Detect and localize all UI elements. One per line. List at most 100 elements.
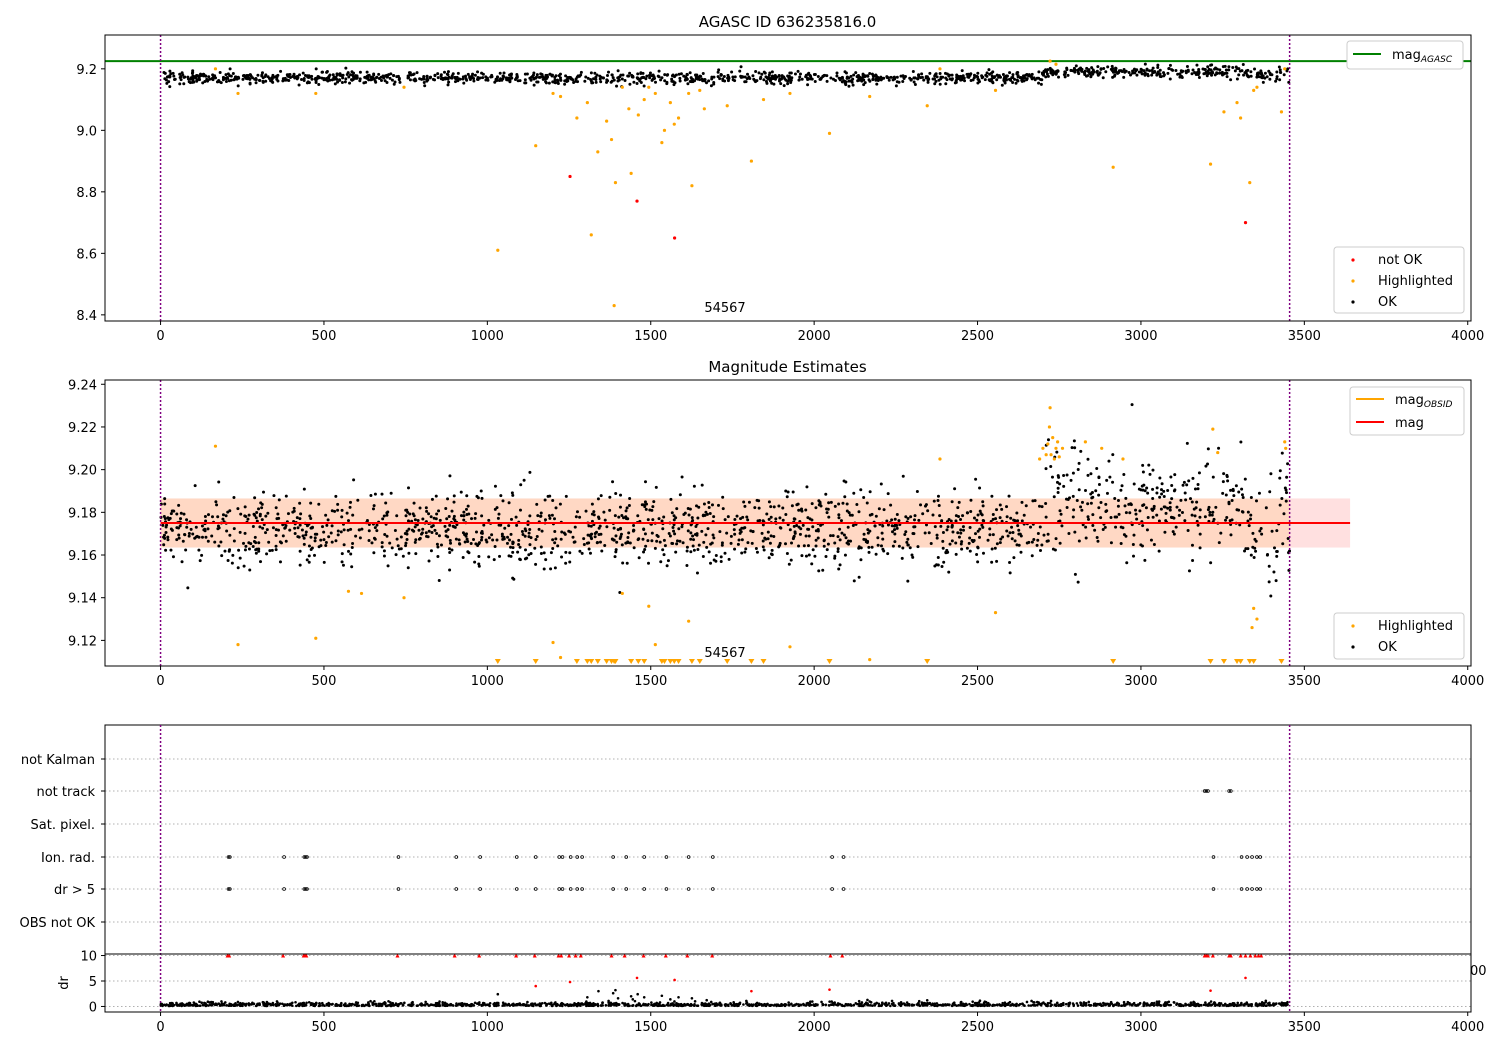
dr-outlier-point [1244, 976, 1247, 980]
ok-point [208, 77, 212, 81]
highlighted-point [213, 67, 218, 71]
ok-point [544, 80, 548, 84]
highlighted-point [314, 636, 318, 640]
ok-point [1168, 77, 1172, 81]
ok-point [957, 500, 961, 504]
ok-point [1099, 67, 1103, 71]
ok-point [893, 540, 897, 544]
ok-point [1003, 81, 1007, 85]
ok-point [1204, 464, 1208, 468]
ok-point [1213, 73, 1217, 77]
ok-point [394, 553, 398, 557]
dr-point [1120, 1004, 1124, 1007]
ok-point [457, 538, 461, 542]
ok-point [1073, 70, 1077, 74]
ok-point [1042, 533, 1046, 537]
dr-point [373, 999, 376, 1003]
dr-point [631, 1004, 634, 1007]
ok-point [230, 561, 234, 565]
ok-point [691, 77, 695, 81]
dr-point [586, 995, 589, 999]
ok-point [325, 70, 329, 74]
ok-point [1067, 532, 1071, 536]
dr-clipped-marker [452, 953, 457, 958]
ok-point [1235, 66, 1239, 70]
ok-point [408, 512, 412, 516]
panel-agasc: AGASC ID 636235816.0 0 500 1000 1500 2000 250… [76, 13, 1484, 344]
highlighted-point [613, 181, 618, 185]
ok-point [339, 73, 343, 77]
ok-point [1225, 71, 1229, 75]
ok-point [895, 75, 899, 79]
flag-point [1239, 855, 1244, 859]
ok-point [643, 505, 647, 509]
ok-point [489, 75, 493, 79]
dr-point [937, 1003, 941, 1007]
ok-point [624, 515, 628, 519]
ok-point [568, 560, 572, 564]
dr-point [1194, 1004, 1198, 1008]
flag-point [1206, 789, 1210, 793]
ok-point [373, 492, 377, 496]
ok-point [1072, 439, 1076, 443]
dr-point [1260, 1001, 1264, 1004]
below-range-marker [532, 659, 539, 664]
ok-point [246, 517, 250, 521]
y-tick-label: 9.24 [68, 378, 97, 393]
ok-point [917, 518, 921, 522]
ok-point [1129, 503, 1133, 507]
ok-point [1278, 70, 1282, 74]
ok-point [909, 78, 913, 82]
ok-point [1036, 532, 1040, 536]
ok-point [1114, 525, 1118, 529]
ok-point [1016, 524, 1020, 528]
ok-point [511, 550, 515, 554]
ok-point [444, 506, 448, 510]
dr-point [879, 1004, 883, 1008]
ok-point [829, 76, 833, 80]
ok-point [644, 507, 648, 511]
flag-point [1204, 789, 1209, 793]
dr-point [236, 1000, 240, 1004]
ok-point [800, 77, 804, 81]
ok-point [920, 75, 924, 79]
ok-point [1015, 543, 1019, 547]
ok-point [496, 516, 500, 520]
ok-point [988, 533, 992, 537]
ok-point [1180, 511, 1184, 515]
ok-point [704, 533, 708, 537]
ok-point [1085, 66, 1089, 70]
dr-point [790, 1002, 793, 1006]
dr-point [315, 1001, 318, 1005]
ok-point [439, 74, 443, 78]
ok-point [1168, 508, 1172, 512]
dr-clipped-marker [1243, 953, 1248, 958]
ok-point [689, 531, 693, 535]
ok-point [1008, 71, 1012, 75]
highlighted-point [359, 591, 364, 596]
dr-point [530, 1004, 534, 1007]
ok-point [1256, 74, 1260, 78]
ok-point [406, 566, 410, 570]
highlighted-point [620, 85, 624, 89]
ok-point [416, 519, 420, 523]
below-range-marker [760, 659, 767, 664]
dr-point [1269, 1003, 1273, 1007]
ok-point [1278, 68, 1282, 72]
ok-point [459, 490, 463, 494]
ok-point [1021, 74, 1025, 78]
highlighted-point [496, 248, 500, 252]
dr-point [1260, 1004, 1264, 1007]
ok-point [437, 579, 441, 583]
ok-point [574, 515, 578, 519]
ok-point [536, 514, 540, 518]
ok-point [1073, 572, 1077, 576]
ok-point [1150, 73, 1154, 77]
dr-outlier-point [1209, 989, 1212, 992]
ok-point [1084, 525, 1088, 529]
ok-point [681, 541, 685, 545]
ok-point [336, 508, 340, 512]
ok-point [228, 67, 232, 71]
x-tick-label: 2500 [961, 329, 994, 344]
dr-point [1061, 1003, 1064, 1007]
